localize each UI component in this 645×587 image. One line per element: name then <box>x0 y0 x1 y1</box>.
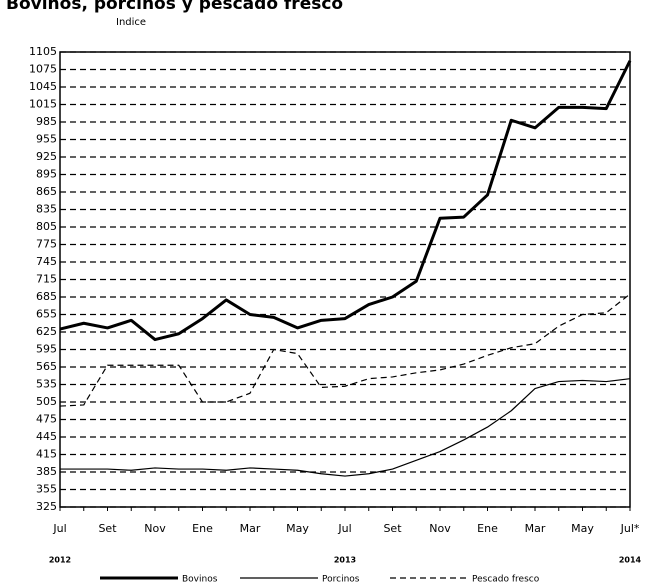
y-tick-label: 775 <box>36 238 57 251</box>
y-tick-label: 445 <box>36 430 57 443</box>
x-tick-label: May <box>286 522 309 535</box>
series-line <box>60 378 631 477</box>
y-tick-label: 475 <box>36 413 57 426</box>
y-tick-label: 955 <box>36 133 57 146</box>
legend-label: Bovinos <box>182 575 218 585</box>
x-tick-label: Set <box>383 522 402 535</box>
x-tick-label: Mar <box>525 522 546 535</box>
y-tick-label: 535 <box>36 378 57 391</box>
y-tick-label: 565 <box>36 360 57 373</box>
y-tick-label: 505 <box>36 395 57 408</box>
legend-label: Pescado fresco <box>472 575 540 585</box>
chart-title: Bovinos, porcinos y pescado fresco <box>6 0 343 14</box>
x-tick-label: May <box>571 522 594 535</box>
y-tick-label: 625 <box>36 325 57 338</box>
year-label: 2014 <box>619 556 642 565</box>
x-tick-label: Ene <box>192 522 213 535</box>
y-axis-label: Indice <box>116 17 146 28</box>
x-tick-label: Jul <box>52 522 66 535</box>
x-tick-label: Jul <box>337 522 351 535</box>
y-tick-label: 1105 <box>29 45 57 58</box>
y-tick-label: 1015 <box>29 98 57 111</box>
y-tick-label: 595 <box>36 343 57 356</box>
y-tick-label: 415 <box>36 448 57 461</box>
x-tick-label: Ene <box>477 522 498 535</box>
y-tick-label: 355 <box>36 483 57 496</box>
y-tick-label: 865 <box>36 185 57 198</box>
x-tick-label: Set <box>98 522 117 535</box>
y-tick-label: 745 <box>36 255 57 268</box>
legend-label: Porcinos <box>322 575 360 585</box>
y-tick-label: 1075 <box>29 63 57 76</box>
y-tick-label: 325 <box>36 500 57 513</box>
y-tick-label: 985 <box>36 115 57 128</box>
year-label: 2012 <box>49 556 71 565</box>
series-line <box>59 293 631 407</box>
y-tick-label: 925 <box>36 150 57 163</box>
y-tick-label: 385 <box>36 465 57 478</box>
y-tick-label: 835 <box>36 203 57 216</box>
series-line <box>59 60 632 342</box>
y-tick-label: 1045 <box>29 80 57 93</box>
y-tick-label: 655 <box>36 308 57 321</box>
y-tick-label: 895 <box>36 168 57 181</box>
x-tick-label: Nov <box>144 522 166 535</box>
x-tick-label: Nov <box>429 522 451 535</box>
y-tick-label: 805 <box>36 220 57 233</box>
x-tick-label: Mar <box>240 522 261 535</box>
year-label: 2013 <box>334 556 356 565</box>
y-tick-label: 685 <box>36 290 57 303</box>
y-tick-label: 715 <box>36 273 57 286</box>
x-tick-label: Jul* <box>620 522 640 535</box>
